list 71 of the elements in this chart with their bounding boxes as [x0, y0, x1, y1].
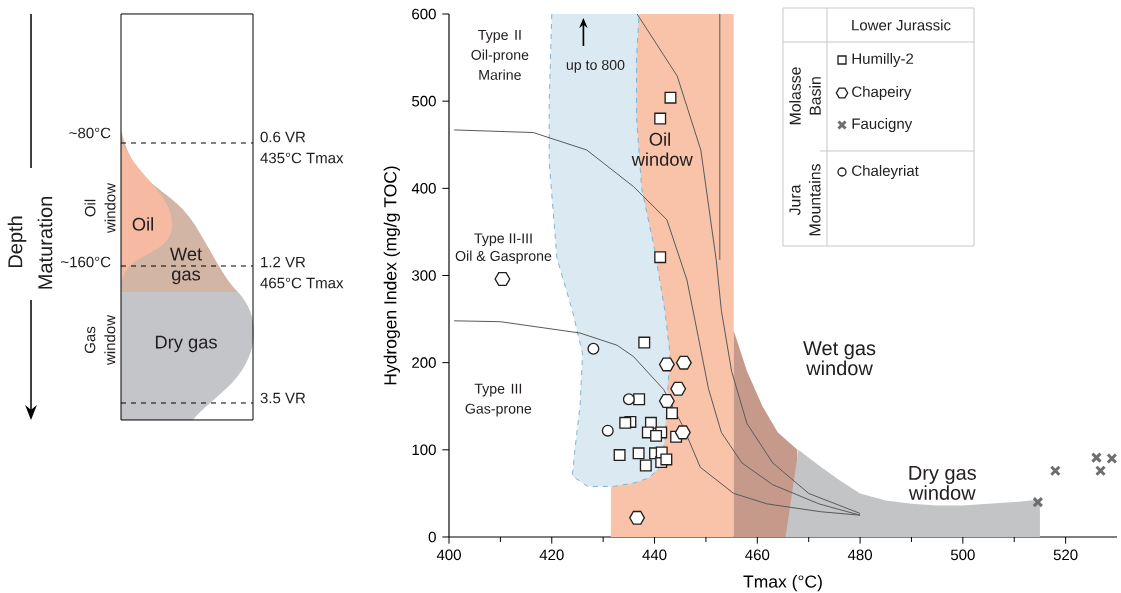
text: Maturation: [37, 197, 53, 289]
point: [632, 447, 645, 460]
band-label: Oil window: [631, 132, 693, 166]
series-label: Dry gas window: [908, 465, 976, 500]
point: [658, 393, 675, 409]
point: [658, 357, 675, 372]
y-tick-label: 300: [412, 270, 436, 281]
point: [587, 342, 600, 355]
point: [633, 393, 646, 406]
text: Wet gas window: [803, 341, 876, 376]
legend-title: Lower Jurassic: [852, 19, 951, 31]
y-tick-label: 100: [412, 444, 436, 456]
y-tick-label: 0: [428, 531, 436, 543]
text: Oil window: [84, 182, 116, 234]
x-tick-label: 460: [745, 549, 770, 561]
text: 1.2 VR: [261, 256, 306, 268]
y-tick-label: 500: [412, 95, 436, 107]
x-tick-label: 440: [642, 549, 667, 561]
point: [613, 449, 626, 462]
point: [664, 91, 677, 104]
point: [1032, 496, 1044, 508]
annotation: up to 800: [566, 59, 625, 73]
annotation: Type II Oil-prone Marine: [471, 30, 529, 80]
point: [675, 355, 692, 370]
point: [1106, 453, 1118, 465]
text: 3.5 VR: [260, 392, 306, 404]
point: [660, 453, 673, 466]
annotation: Jura Mountains: [789, 164, 821, 236]
point: [654, 251, 667, 264]
legend-label: Chapeiry: [852, 85, 912, 100]
legend-label: Humilly-2: [852, 52, 914, 67]
y-axis-title: Hydrogen Index (mg/g TOC): [383, 166, 400, 385]
text: Gas window: [84, 314, 116, 366]
legend-label: Chaleyriat: [852, 164, 919, 179]
x-tick-label: 420: [539, 549, 564, 561]
legend-label: Faucigny: [852, 117, 913, 132]
text: Dry gas: [155, 335, 217, 353]
annotation: Type III Gas-prone: [465, 383, 532, 417]
point: [622, 393, 635, 406]
y-tick-label: 400: [411, 183, 436, 194]
point: [654, 112, 667, 125]
point: [670, 381, 687, 396]
text: 0.6 VR: [260, 131, 306, 143]
point: [629, 510, 646, 525]
x-axis-title: Tmax (°C): [743, 574, 822, 592]
text: 435°C Tmax: [260, 152, 344, 164]
text: Oil: [132, 217, 153, 231]
text: Wet gas: [169, 247, 203, 285]
x-tick-label: 520: [1053, 549, 1078, 561]
y-tick-label: 600: [412, 8, 436, 20]
point: [601, 424, 614, 437]
text: ~80°C: [69, 127, 111, 139]
point: [1095, 465, 1107, 477]
text: ~160°C: [61, 256, 111, 268]
point: [638, 336, 651, 349]
point: [639, 459, 652, 472]
annotation: Oil & Gasprone: [455, 250, 552, 264]
point: [666, 407, 679, 420]
annotation: Molasse Basin: [789, 67, 821, 125]
point: [1090, 452, 1102, 464]
x-tick-label: 500: [950, 549, 975, 561]
text: Depth: [7, 216, 27, 268]
point: [650, 429, 663, 442]
point: [674, 425, 691, 440]
annotation: Type II-III: [474, 233, 532, 247]
x-tick-label: 400: [436, 549, 461, 561]
y-tick-label: 200: [412, 357, 436, 368]
point: [1049, 465, 1061, 477]
point: [619, 416, 632, 429]
text: 465°C Tmax: [260, 277, 344, 289]
x-tick-label: 480: [847, 549, 873, 561]
